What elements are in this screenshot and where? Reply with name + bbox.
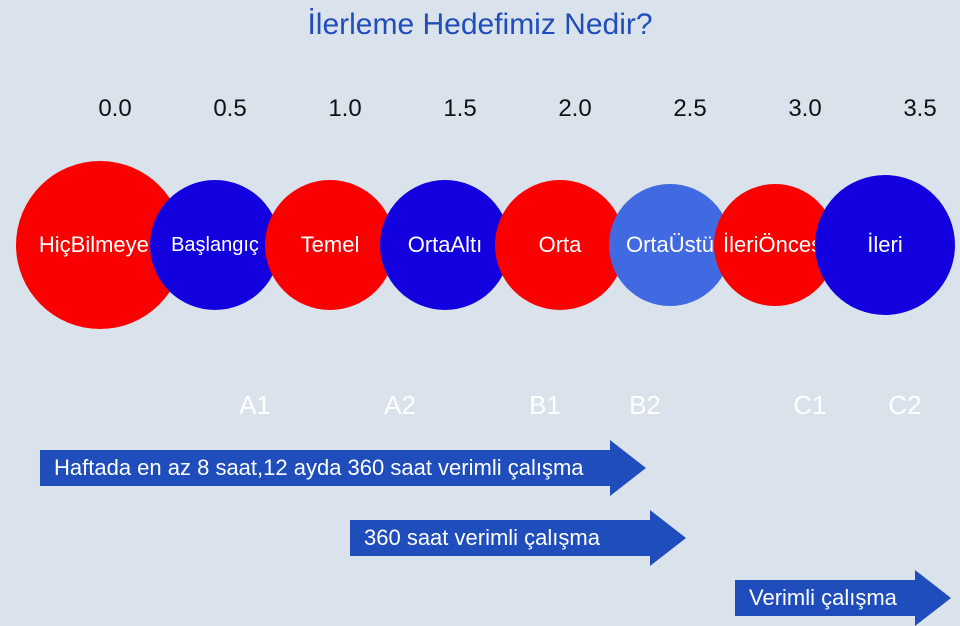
scale-tick: 1.5	[443, 95, 476, 123]
circle-row: HiçBilmeyenBaşlangıçTemelOrtaAltıOrtaOrt…	[0, 150, 960, 350]
scale-tick: 0.0	[98, 95, 131, 123]
cefr-level: B1	[529, 390, 561, 421]
arrow-label: 360 saat verimli çalışma	[350, 520, 650, 556]
progress-arrow: Verimli çalışma	[735, 570, 951, 626]
arrow-head-icon	[650, 510, 686, 566]
arrow-label: Verimli çalışma	[735, 580, 915, 616]
level-circle: Temel	[265, 180, 395, 310]
arrow-label: Haftada en az 8 saat,12 ayda 360 saat ve…	[40, 450, 610, 486]
scale-tick: 1.0	[328, 95, 361, 123]
cefr-level: A1	[239, 390, 271, 421]
level-circle: Başlangıç	[150, 180, 280, 310]
level-circle: OrtaÜstü	[609, 184, 731, 306]
progress-arrow: 360 saat verimli çalışma	[350, 510, 686, 566]
level-circle: İleri	[815, 175, 955, 315]
page-title: İlerleme Hedefimiz Nedir?	[0, 8, 960, 42]
arrow-head-icon	[610, 440, 646, 496]
level-circle: OrtaAltı	[380, 180, 510, 310]
level-circle: Orta	[495, 180, 625, 310]
scale-tick: 0.5	[213, 95, 246, 123]
scale-tick: 3.5	[903, 95, 936, 123]
scale-tick: 2.0	[558, 95, 591, 123]
cefr-level: B2	[629, 390, 661, 421]
scale-tick: 3.0	[788, 95, 821, 123]
arrow-head-icon	[915, 570, 951, 626]
cefr-level: A2	[384, 390, 416, 421]
cefr-level: C2	[888, 390, 921, 421]
cefr-level: C1	[793, 390, 826, 421]
progress-arrow: Haftada en az 8 saat,12 ayda 360 saat ve…	[40, 440, 646, 496]
scale-tick: 2.5	[673, 95, 706, 123]
